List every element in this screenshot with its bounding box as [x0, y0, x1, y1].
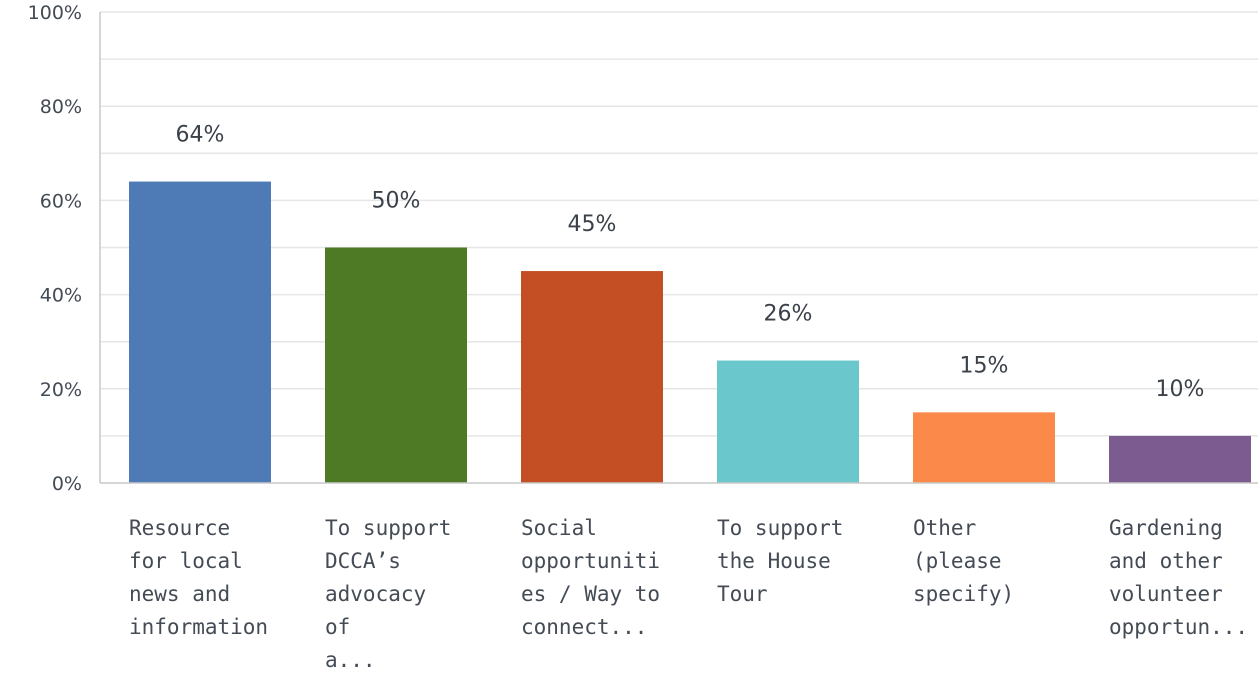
x-tick-label-line: a... — [325, 648, 376, 672]
y-tick-label: 0% — [52, 473, 82, 495]
gridlines — [100, 11, 1258, 437]
x-tick-label: Social opportuniti es / Way to connect... — [521, 516, 660, 639]
bar — [717, 360, 859, 483]
x-tick-label-line: of — [325, 615, 350, 639]
x-tick-label-line: news and — [129, 582, 230, 606]
data-label: 50% — [372, 189, 421, 214]
data-label: 10% — [1156, 377, 1205, 402]
x-tick-label-line: Tour — [717, 582, 768, 606]
x-tick-label-line: information — [129, 615, 268, 639]
y-tick-label: 40% — [40, 285, 82, 307]
x-axis: Resource for local news and information To s… — [100, 482, 1258, 672]
data-label: 45% — [568, 212, 617, 237]
y-tick-label: 60% — [40, 190, 82, 212]
bar — [325, 247, 467, 483]
x-tick-label-line: for local — [129, 549, 243, 573]
x-tick-label-line: es / Way to — [521, 582, 660, 606]
x-tick-label: To support DCCA’s advocacy of a... — [325, 516, 451, 672]
x-tick-label-line: To support — [717, 516, 843, 540]
data-label: 26% — [764, 302, 813, 327]
bar — [913, 412, 1055, 483]
x-tick-label-line: (please — [913, 549, 1002, 573]
bar — [129, 181, 271, 483]
x-tick-label-line: advocacy — [325, 582, 426, 606]
x-tick-label-line: specify) — [913, 582, 1014, 606]
x-tick-label-line: volunteer — [1109, 582, 1223, 606]
x-tick-label: Gardening and other volunteer opportun... — [1109, 516, 1248, 639]
y-tick-label: 100% — [28, 2, 82, 24]
x-tick-label: Other (please specify) — [913, 516, 1014, 606]
x-tick-label-line: DCCA’s — [325, 549, 401, 573]
x-tick-label: To support the House Tour — [717, 516, 843, 606]
x-tick-label-line: Other — [913, 516, 976, 540]
x-tick-label-line: Gardening — [1109, 516, 1223, 540]
y-tick-label: 80% — [40, 96, 82, 118]
bar — [1109, 435, 1251, 483]
x-tick-label-line: connect... — [521, 615, 647, 639]
x-tick-label-line: the House — [717, 549, 831, 573]
y-axis: 0% 20% 40% 60% 80% 100% — [28, 2, 101, 495]
x-tick-label-line: opportuniti — [521, 549, 660, 573]
bar — [521, 271, 663, 483]
data-labels: 64% 50% 45% 26% 15% 10% — [176, 123, 1205, 402]
x-tick-label-line: Social — [521, 516, 597, 540]
data-label: 64% — [176, 123, 225, 148]
data-label: 15% — [960, 353, 1009, 378]
y-tick-label: 20% — [40, 379, 82, 401]
bars — [129, 181, 1251, 483]
x-tick-label-line: To support — [325, 516, 451, 540]
x-tick-label-line: and other — [1109, 549, 1223, 573]
x-tick-label-line: Resource — [129, 516, 230, 540]
x-tick-label: Resource for local news and information — [129, 516, 268, 639]
x-tick-label-line: opportun... — [1109, 615, 1248, 639]
